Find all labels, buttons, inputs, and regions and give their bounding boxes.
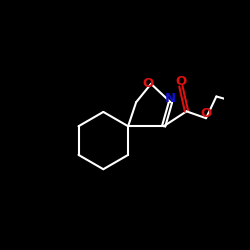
Text: O: O: [143, 77, 154, 90]
Text: N: N: [165, 92, 176, 104]
Text: O: O: [200, 107, 212, 120]
Text: O: O: [175, 74, 186, 88]
